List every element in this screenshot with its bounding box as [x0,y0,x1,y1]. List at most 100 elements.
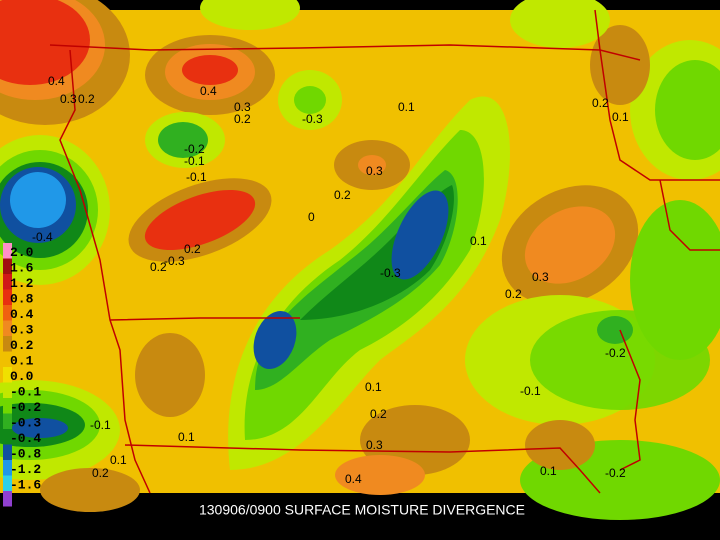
legend-label: -0.2 [10,400,41,415]
contour-region [391,190,449,280]
border-line [659,179,720,251]
contour-label: -0.2 [605,466,626,480]
legend-swatch [3,367,12,383]
contour-label: 0.4 [200,84,217,98]
legend-label: 2.0 [10,245,34,260]
legend-label: -1.2 [10,462,41,477]
legend-swatch [3,336,12,352]
legend-label: 0.1 [10,354,34,369]
border-line [109,317,300,321]
contour-label: 0.2 [234,112,251,126]
contour-label: -0.3 [302,112,323,126]
border-line [124,444,601,494]
contour-region [524,206,616,284]
border-line [49,44,641,61]
contour-region [358,155,386,175]
contour-region [12,418,68,438]
contour-label: 0.2 [92,466,109,480]
legend-swatch [3,398,12,414]
contour-region [158,122,208,158]
contour-region [40,468,140,512]
legend-swatch [3,413,12,429]
contour-label: -0.1 [520,384,541,398]
color-legend: 2.01.61.20.80.40.30.20.10.0-0.1-0.2-0.3-… [3,243,41,508]
contour-label: 0.2 [78,92,95,106]
legend-label: -1.6 [10,478,41,493]
contour-label: 0.2 [592,96,609,110]
contour-region [655,60,720,160]
legend-swatch [3,258,12,274]
contour-label: -0.1 [184,154,205,168]
map-area [0,0,720,520]
legend-swatch [3,475,12,491]
border-line [619,329,641,471]
contour-label: 0.1 [398,100,415,114]
contour-labels: 0.40.3 0.20.40.30.2-0.2-0.1-0.10.10.30.20… [32,74,629,486]
contour-label: -0.1 [186,170,207,184]
contour-label: -0.2 [605,346,626,360]
legend-label: -0.4 [10,431,41,446]
legend-label: -2.0 [10,493,41,508]
contour-region [135,333,205,417]
contour-label: 0.1 [110,453,127,467]
contour-region [294,86,326,114]
contour-label: 0.2 [150,260,167,274]
contour-label: 0.3 [532,270,549,284]
contour-label: 0.4 [48,74,65,88]
contour-label: 0.2 [370,407,387,421]
legend-swatch [3,444,12,460]
legend-swatch [3,274,12,290]
contour-label: 0.3 [366,438,383,452]
contour-label: 0.1 [470,234,487,248]
border-line [59,49,151,494]
state-borders [49,9,720,494]
caption: 130906/0900 SURFACE MOISTURE DIVERGENCE [199,502,525,518]
legend-swatch [3,351,12,367]
contour-region [200,0,300,30]
legend-label: 1.2 [10,276,34,291]
contour-label: -0.3 [164,254,185,268]
legend-label: -0.8 [10,447,41,462]
legend-label: 0.0 [10,369,34,384]
contour-region [0,0,90,85]
legend-swatch [3,305,12,321]
legend-label: 0.4 [10,307,34,322]
legend-swatch [3,289,12,305]
border-line [594,9,720,181]
contour-label: 0.3 [60,92,77,106]
contour-region [525,420,595,470]
legend-label: 0.2 [10,338,34,353]
legend-swatch [3,320,12,336]
legend-label: -0.3 [10,416,41,431]
contour-label: 0.4 [345,472,362,486]
contour-region [510,0,610,48]
contour-region [335,455,425,495]
contour-label: 0.1 [178,430,195,444]
contour-label: -0.2 [184,142,205,156]
contour-label: -0.3 [380,266,401,280]
contour-region [630,200,720,360]
contour-label: 0.1 [540,464,557,478]
legend-label: 0.3 [10,323,34,338]
legend-label: 1.6 [10,261,34,276]
contour-label: 0.3 [366,164,383,178]
contour-region [182,55,238,85]
legend-label: -0.1 [10,385,41,400]
contour-region [10,172,67,228]
legend-swatch [3,243,12,259]
contour-label: 0.2 [334,188,351,202]
legend-swatch [3,382,12,398]
contour-region [144,189,256,251]
contour-label: -0.1 [90,418,111,432]
contour-label: -0.4 [32,230,53,244]
contour-label: 0.1 [612,110,629,124]
contour-region [253,310,297,370]
contour-label: 0.3 [234,100,251,114]
contour-region [597,316,633,344]
legend-swatch [3,491,12,507]
contour-label: 0.2 [184,242,201,256]
contour-label: 0.1 [365,380,382,394]
contour-label: 0 [308,210,315,224]
legend-label: 0.8 [10,292,34,307]
